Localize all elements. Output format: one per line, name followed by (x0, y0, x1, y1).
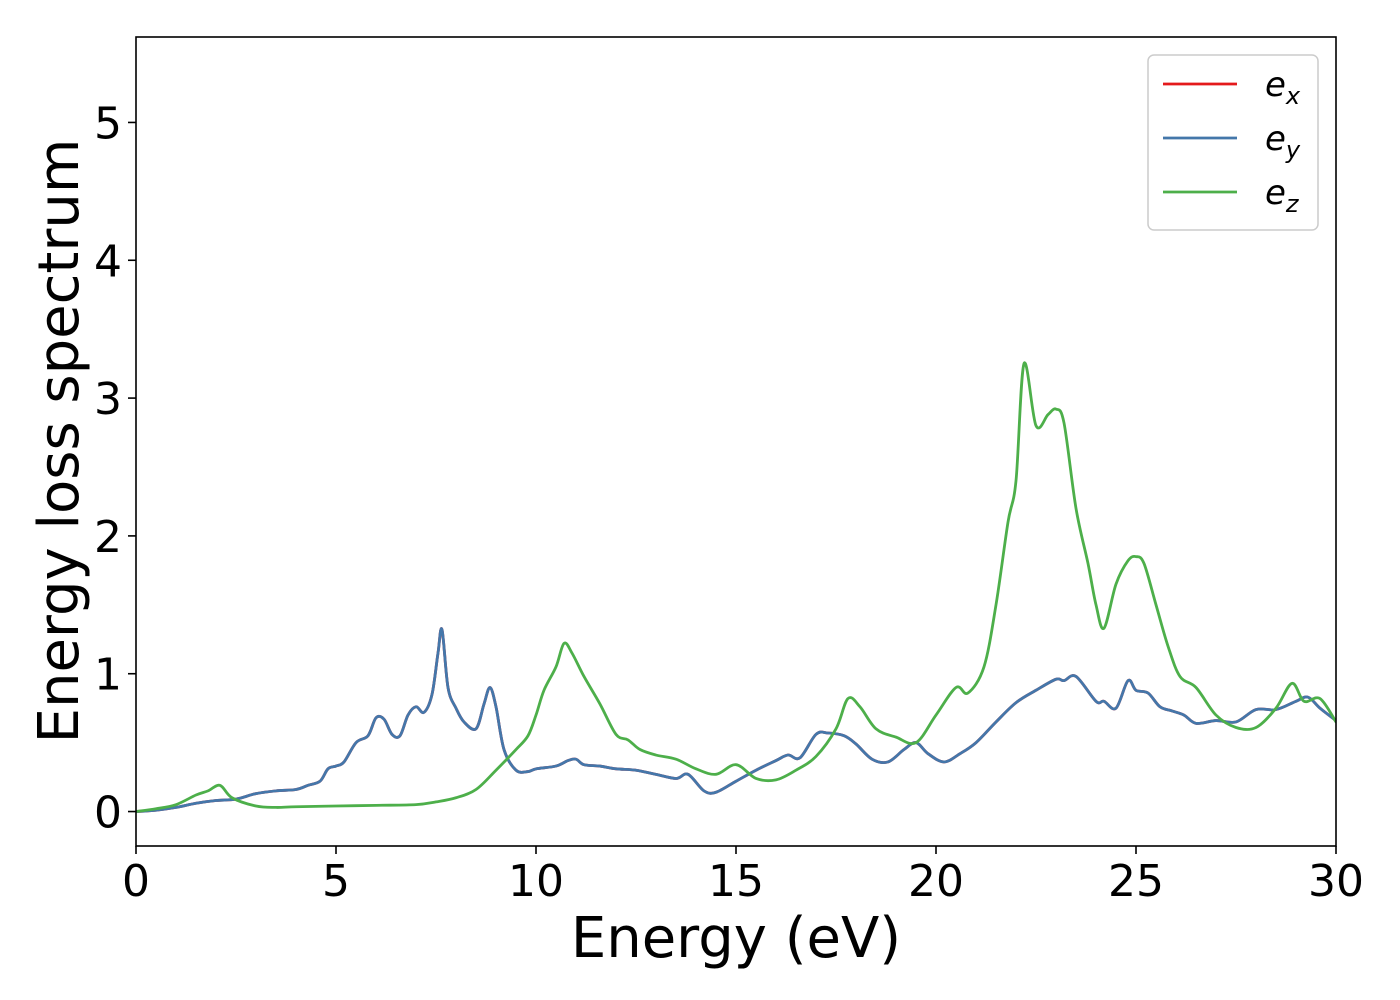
legend-label-subscript: y (1285, 136, 1301, 164)
x-tick-label: 10 (508, 856, 564, 907)
legend-label-ex: ex (1265, 65, 1301, 110)
legend-label-base: e (1265, 173, 1286, 213)
x-tick-label: 15 (708, 856, 764, 907)
x-tick-label: 0 (122, 856, 150, 907)
legend-label-ey: ey (1265, 119, 1301, 164)
y-tick-label: 1 (94, 650, 122, 701)
y-tick-label: 4 (94, 236, 122, 287)
legend-label-ez: ez (1265, 173, 1300, 218)
legend-label-base: e (1265, 65, 1286, 105)
legend-label-base: e (1265, 119, 1286, 159)
x-tick-label: 25 (1108, 856, 1164, 907)
x-axis-label: Energy (eV) (571, 906, 901, 971)
legend-label-subscript: x (1285, 82, 1301, 110)
legend-frame (1147, 54, 1319, 231)
x-tick-label: 5 (322, 856, 350, 907)
y-tick-label: 3 (94, 374, 122, 425)
series-line-ey (136, 627, 1336, 813)
x-tick-label: 20 (908, 856, 964, 907)
series-line-ez (136, 361, 1336, 813)
x-tick-label: 30 (1308, 856, 1364, 907)
series-layer (136, 361, 1336, 813)
ticks-layer: 0 5 10 15 20 25 30 0 1 2 3 4 5 (94, 98, 1364, 907)
y-tick-label: 0 (94, 788, 122, 839)
plot-background (136, 37, 1336, 846)
y-tick-label: 2 (94, 512, 122, 563)
y-tick-label: 5 (94, 98, 122, 149)
y-axis-label: Energy loss spectrum (27, 139, 92, 744)
legend-label-subscript: z (1285, 190, 1300, 218)
